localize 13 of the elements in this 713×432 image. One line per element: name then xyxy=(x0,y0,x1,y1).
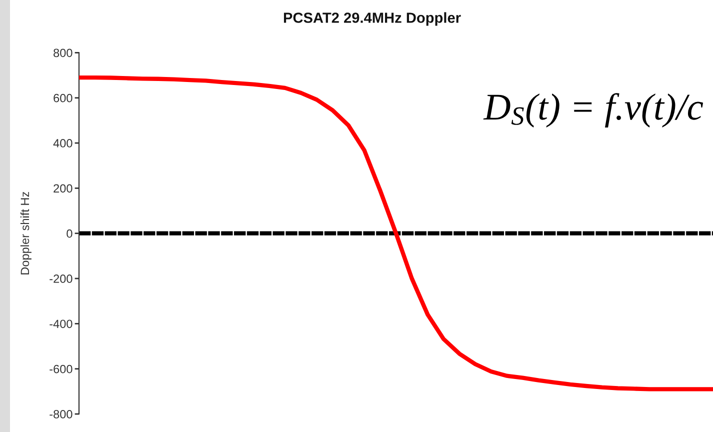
y-tick-label: 600 xyxy=(54,94,72,102)
y-tick-label: -600 xyxy=(50,364,72,374)
y-tick-label: -800 xyxy=(50,410,72,418)
chart-title: PCSAT2 29.4MHz Doppler xyxy=(284,12,461,26)
line-series xyxy=(79,75,713,392)
y-tick-label: 800 xyxy=(54,48,72,58)
y-tick-label: 200 xyxy=(54,184,72,193)
y-tick-label: -400 xyxy=(50,320,72,328)
y-tick-label: 400 xyxy=(53,139,72,148)
y-tick-label: 0 xyxy=(66,229,72,238)
y-tick-label: -200 xyxy=(50,274,72,283)
y-axis-title: Doppler shift Hz xyxy=(20,192,32,274)
annotation: D$_{S}$(t) = f.v(t)/c xyxy=(483,93,704,128)
